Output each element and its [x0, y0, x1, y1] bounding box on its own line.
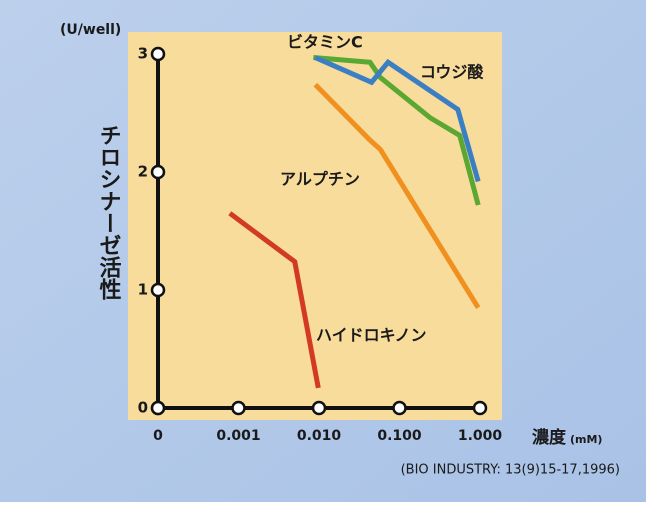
y-tick-label: 1	[138, 281, 148, 299]
y-tick-label: 0	[138, 399, 148, 417]
series-label: ハイドロキノン	[316, 326, 427, 345]
y-tick-label: 3	[138, 45, 148, 63]
x-tick-mark	[311, 400, 327, 416]
series-line	[228, 211, 321, 389]
x-tick-label: 0.001	[216, 428, 260, 444]
y-label: チロシナーゼ活性	[96, 124, 122, 300]
x-tick-label: 0.100	[377, 428, 422, 444]
x-tick-mark	[231, 400, 246, 416]
x-label: 濃度	[532, 427, 567, 448]
series-line	[314, 55, 481, 183]
series-label: コウジ酸	[420, 63, 484, 82]
series-label: アルプチン	[280, 170, 360, 189]
x-tick-mark	[392, 400, 407, 416]
y-tick-mark	[150, 164, 166, 180]
x-tick-mark	[472, 400, 488, 416]
x-tick-label: 1.000	[458, 428, 503, 444]
x-unit: (mM)	[570, 433, 602, 446]
series-line	[313, 55, 481, 206]
x-tick-label: 0	[153, 428, 163, 444]
y-tick-mark	[150, 282, 166, 298]
series-line	[313, 82, 481, 310]
y-unit: (U/well)	[60, 22, 121, 38]
source: (BIO INDUSTRY: 13(9)15-17,1996)	[401, 463, 620, 478]
x-tick-label: 0.010	[297, 428, 342, 444]
series-label: ビタミンC	[287, 33, 363, 52]
y-tick-mark	[150, 46, 166, 62]
x-tick-mark	[150, 400, 166, 416]
y-tick-label: 2	[138, 163, 148, 181]
